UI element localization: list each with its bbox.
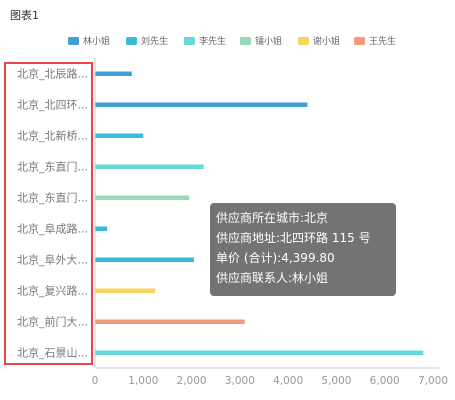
x-tick-label: 3,000 xyxy=(225,375,255,387)
legend-label: 刘先生 xyxy=(141,35,168,47)
bar[interactable] xyxy=(95,226,108,232)
tooltip-line: 单价 (合计):4,399.80 xyxy=(216,251,335,265)
legend-label: 林小姐 xyxy=(83,35,110,47)
x-tick-label: 0 xyxy=(92,375,99,387)
category-label[interactable]: 北京_前门大... xyxy=(17,315,88,329)
legend-item[interactable]: 谢小姐 xyxy=(298,35,340,47)
legend-label: 谢小姐 xyxy=(313,35,340,47)
tooltip-line: 供应商联系人:林小姐 xyxy=(216,271,329,285)
x-tick-label: 2,000 xyxy=(177,375,207,387)
category-label[interactable]: 北京_北新桥... xyxy=(17,129,88,143)
chart-legend[interactable]: 林小姐 刘先生 李先生 镭小姐 谢小姐 王先生 xyxy=(68,35,396,47)
legend-label: 镭小姐 xyxy=(255,35,282,47)
tooltip-line: 供应商所在城市:北京 xyxy=(216,211,329,225)
bars-group[interactable] xyxy=(95,71,424,356)
category-label[interactable]: 北京_复兴路... xyxy=(17,284,88,298)
legend-item[interactable]: 林小姐 xyxy=(68,35,110,47)
category-label[interactable]: 北京_北四环... xyxy=(17,98,88,112)
legend-item[interactable]: 王先生 xyxy=(354,35,396,47)
legend-item[interactable]: 镭小姐 xyxy=(240,35,282,47)
bar[interactable] xyxy=(95,133,144,139)
x-tick-label: 1,000 xyxy=(128,375,158,387)
bar[interactable] xyxy=(95,164,204,170)
x-tick-label: 7,000 xyxy=(418,375,448,387)
tooltip-line: 供应商地址:北四环路 115 号 xyxy=(216,231,371,245)
category-label[interactable]: 北京_东直门... xyxy=(17,191,88,205)
x-tick-label: 4,000 xyxy=(273,375,303,387)
legend-swatch xyxy=(354,37,365,45)
category-label[interactable]: 北京_阜成路... xyxy=(17,222,88,236)
legend-swatch xyxy=(126,37,137,45)
axes-group: 0 1,000 2,000 3,000 4,000 5,000 6,000 7,000 xyxy=(92,58,448,387)
legend-label: 李先生 xyxy=(199,35,226,47)
category-label[interactable]: 北京_北辰路... xyxy=(17,67,88,81)
legend-label: 王先生 xyxy=(369,35,396,47)
x-tick-label: 6,000 xyxy=(370,375,400,387)
bar[interactable] xyxy=(95,257,194,263)
category-selection-box xyxy=(4,62,93,365)
bar[interactable] xyxy=(95,319,245,325)
legend-swatch xyxy=(240,37,251,45)
category-labels[interactable]: 北京_北辰路... 北京_北四环... 北京_北新桥... 北京_东直门... 北京_东… xyxy=(17,67,88,360)
category-label[interactable]: 北京_东直门... xyxy=(17,160,88,174)
legend-item[interactable]: 李先生 xyxy=(184,35,226,47)
bar[interactable] xyxy=(95,195,190,201)
bar[interactable] xyxy=(95,71,132,77)
bar[interactable] xyxy=(95,350,424,356)
bar[interactable] xyxy=(95,288,156,294)
legend-item[interactable]: 刘先生 xyxy=(126,35,168,47)
legend-swatch xyxy=(184,37,195,45)
legend-swatch xyxy=(68,37,79,45)
chart-title: 图表1 xyxy=(10,9,39,22)
bar[interactable] xyxy=(95,102,308,108)
tooltip: 供应商所在城市:北京 供应商地址:北四环路 115 号 单价 (合计):4,39… xyxy=(210,203,396,296)
category-label[interactable]: 北京_石景山... xyxy=(17,346,88,360)
legend-swatch xyxy=(298,37,309,45)
x-tick-label: 5,000 xyxy=(321,375,351,387)
category-label[interactable]: 北京_阜外大... xyxy=(17,253,88,267)
